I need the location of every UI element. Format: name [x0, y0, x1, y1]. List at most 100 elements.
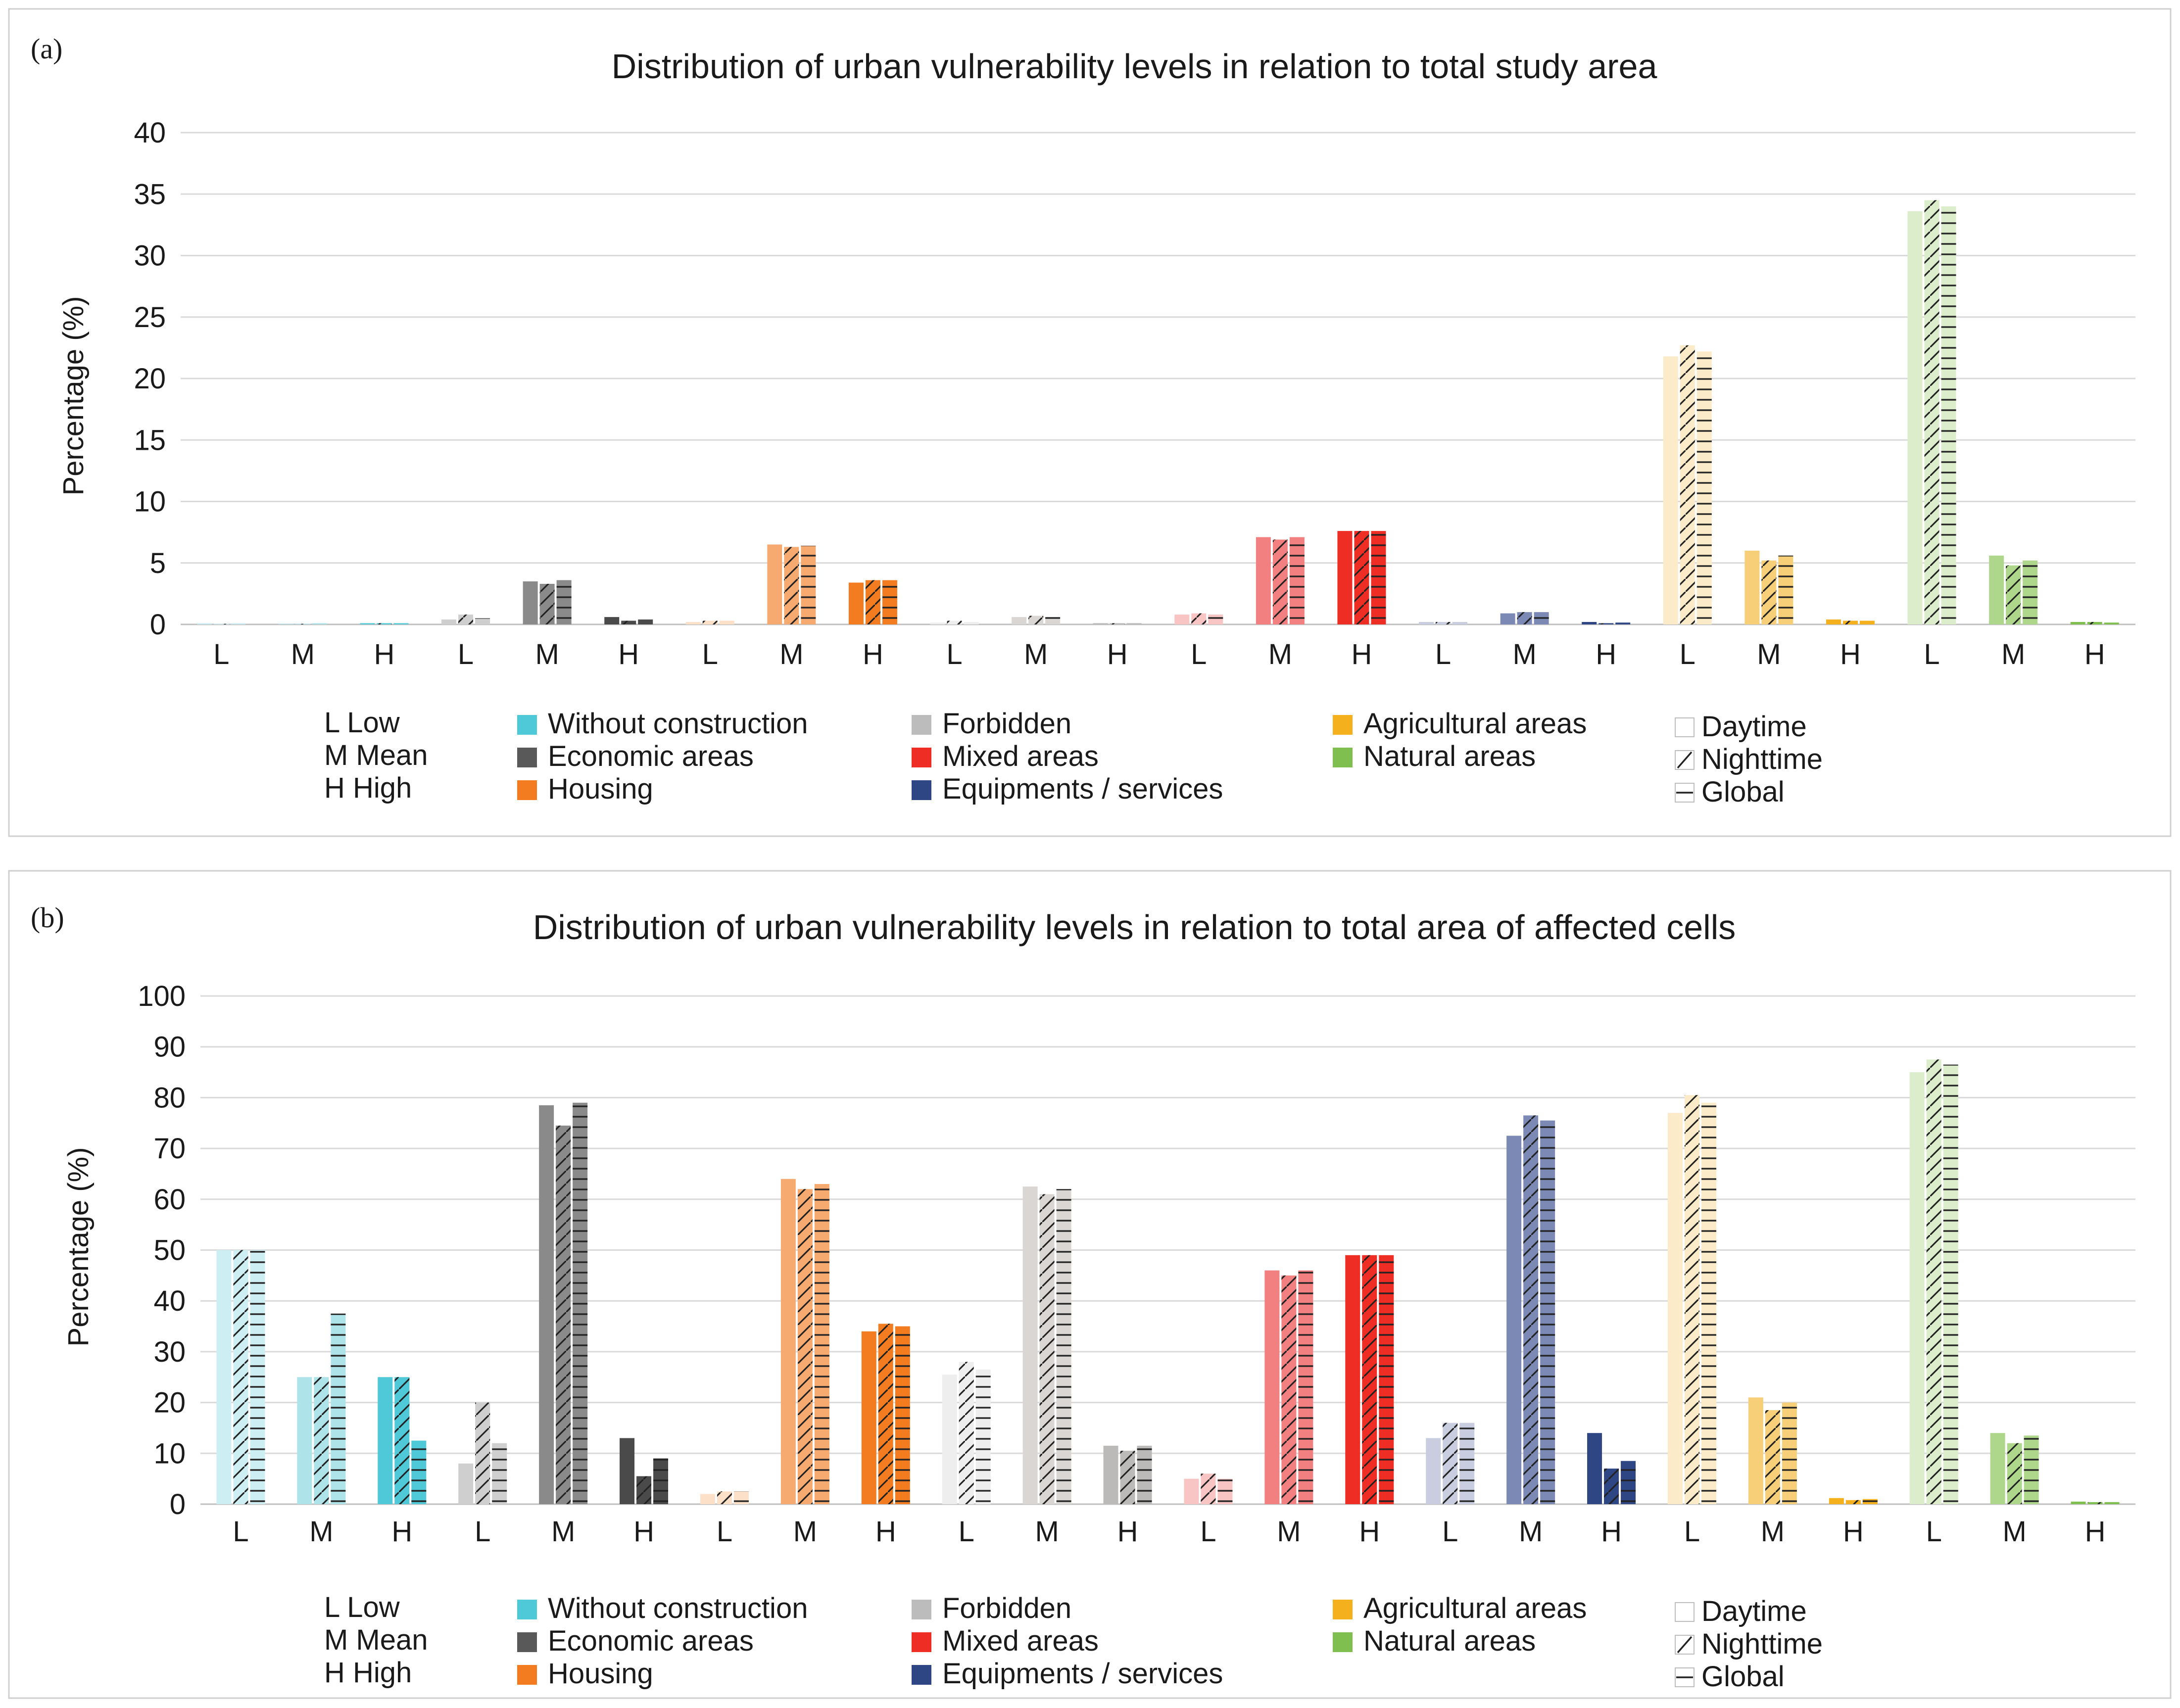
bar-hatch-global [1298, 1270, 1313, 1504]
bar-hatch-global [1045, 617, 1061, 624]
legend-category-text: Economic areas [548, 1625, 754, 1657]
legend-level-text: L Low [324, 1591, 400, 1623]
bar-hatch-nighttime [2006, 565, 2021, 624]
x-category-label: L [1926, 1516, 1942, 1548]
legend-hatch-mark [1677, 1636, 1693, 1654]
bar-daytime-18 [1582, 622, 1597, 624]
y-tick-label: 90 [153, 1031, 186, 1063]
y-tick-label: 20 [134, 363, 166, 395]
bar-hatch-global [733, 1491, 749, 1504]
bar-hatch-global [2023, 560, 2038, 624]
y-tick-label: 10 [134, 486, 166, 518]
x-category-label: H [1352, 638, 1372, 670]
panel-b-title: Distribution of urban vulnerability leve… [533, 908, 1736, 947]
legend-period-text: Nighttime [1701, 1628, 1823, 1660]
bar-hatch-nighttime [797, 1189, 813, 1504]
panel-a-y-ticks: 0 5 10 15 20 25 30 35 40 [134, 117, 166, 641]
bar-hatch-global [556, 580, 572, 624]
legend-period-text: Nighttime [1701, 743, 1823, 775]
bar-hatch-nighttime [539, 583, 555, 624]
x-category-label: H [1107, 638, 1128, 670]
x-category-label: L [458, 638, 474, 670]
legend-category-text: Agricultural areas [1363, 708, 1587, 740]
panel-b-bars [216, 1059, 2120, 1504]
legend-swatch [1333, 715, 1353, 735]
bar-hatch-nighttime [2007, 1443, 2022, 1504]
bar-hatch-nighttime [1436, 622, 1451, 624]
bar-hatch-nighttime [717, 1491, 732, 1504]
panel-a-bars [197, 200, 2119, 625]
bar-hatch-global [1621, 1461, 1636, 1504]
bar-hatch-global [1782, 1402, 1797, 1504]
bar-daytime-11 [1022, 1186, 1038, 1504]
legend-swatch [1333, 1632, 1353, 1652]
bar-hatch-nighttime [1845, 1500, 1861, 1504]
bar-hatch-nighttime [1842, 620, 1858, 624]
bar-daytime-15 [1345, 1255, 1360, 1504]
bar-daytime-3 [360, 623, 375, 624]
bar-daytime-4 [441, 619, 457, 624]
legend-swatch [1333, 1600, 1353, 1619]
y-tick-label: 40 [153, 1285, 186, 1317]
panel-a-y-axis-label: Percentage (%) [57, 296, 90, 496]
bar-daytime-22 [1909, 1072, 1925, 1504]
bar-hatch-nighttime [1362, 1255, 1377, 1504]
bar-daytime-12 [1093, 623, 1108, 624]
bar-hatch-global [2104, 622, 2119, 624]
bar-hatch-global [1137, 1445, 1152, 1504]
x-category-label: M [551, 1516, 575, 1548]
x-category-label: H [1596, 638, 1616, 670]
bar-hatch-global [2024, 1435, 2039, 1504]
legend-period-text: Daytime [1701, 1595, 1807, 1627]
legend-category-text: Agricultural areas [1363, 1592, 1587, 1624]
bar-daytime-13 [1184, 1478, 1199, 1504]
bar-hatch-nighttime [394, 1377, 410, 1504]
bar-daytime-23 [1990, 1433, 2005, 1504]
panel-b-label: (b) [31, 901, 64, 934]
x-category-label: L [717, 1516, 732, 1548]
x-category-label: M [2001, 638, 2025, 670]
bar-hatch-nighttime [2087, 622, 2102, 624]
legend-category-text: Economic areas [548, 740, 754, 772]
bar-hatch-nighttime [1201, 1473, 1216, 1504]
bar-daytime-14 [1256, 537, 1271, 624]
x-category-label: M [1757, 638, 1781, 670]
bar-hatch-global [411, 1440, 427, 1504]
legend-pattern-swatch [1675, 717, 1695, 737]
bar-hatch-nighttime [1924, 200, 1939, 624]
bar-hatch-nighttime [1599, 623, 1614, 624]
legend-category-text: Housing [548, 1658, 653, 1690]
bar-daytime-21 [1829, 1498, 1844, 1504]
bar-daytime-15 [1337, 531, 1353, 624]
x-category-label: M [1761, 1516, 1785, 1548]
x-category-label: H [1117, 1516, 1138, 1548]
legend-period-text: Global [1701, 1661, 1785, 1693]
legend-category-text: Without construction [548, 708, 808, 740]
bar-hatch-nighttime [1523, 1115, 1539, 1504]
legend-category-text: Without construction [548, 1592, 808, 1624]
bar-daytime-23 [1989, 555, 2004, 624]
bar-hatch-nighttime [1684, 1095, 1699, 1504]
bar-hatch-global [1540, 1120, 1555, 1504]
x-category-label: L [213, 638, 229, 670]
legend-swatch [912, 1632, 931, 1652]
legend-swatch [517, 748, 537, 767]
x-category-label: L [1191, 638, 1207, 670]
legend-level-text: H High [324, 772, 412, 804]
x-category-label: L [1200, 1516, 1216, 1548]
legend-swatch [912, 1600, 931, 1619]
legend-period-text: Daytime [1701, 711, 1807, 743]
bar-hatch-nighttime [1110, 623, 1125, 624]
legend-swatch [517, 715, 537, 735]
bar-daytime-1 [216, 1250, 232, 1504]
bar-hatch-global [1453, 622, 1468, 624]
bar-daytime-16 [1419, 622, 1434, 624]
legend-level-text: M Mean [324, 1624, 428, 1656]
bar-hatch-global [1379, 1255, 1394, 1504]
y-tick-label: 20 [153, 1387, 186, 1419]
x-category-label: M [535, 638, 559, 670]
bar-hatch-nighttime [1680, 345, 1695, 624]
bar-daytime-18 [1587, 1433, 1602, 1504]
